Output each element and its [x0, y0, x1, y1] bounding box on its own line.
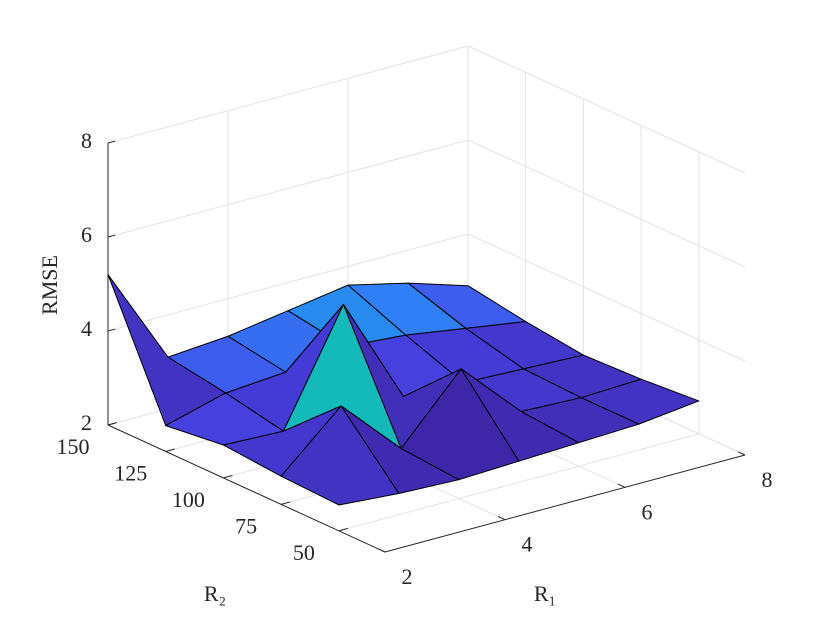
y-tick [165, 448, 175, 452]
x-tick-label: 2 [402, 564, 413, 589]
y-tick-label: 150 [57, 434, 90, 459]
x-axis [384, 454, 746, 553]
y-tick [338, 527, 348, 532]
grid-line [467, 45, 746, 174]
z-tick-label: 6 [81, 222, 92, 247]
x-tick-label: 4 [522, 532, 533, 557]
grid-line [107, 45, 469, 144]
y-tick-label: 50 [293, 540, 315, 565]
z-tick-label: 4 [81, 316, 92, 341]
y-tick-label: 100 [172, 487, 205, 512]
z-tick [107, 234, 116, 238]
y-axis-label: R₂ [204, 581, 226, 606]
z-axis-label: RMSE [37, 255, 62, 315]
x-tick-label: 8 [762, 467, 773, 492]
grid-line [338, 433, 699, 532]
z-tick [107, 328, 116, 332]
y-tick [280, 501, 291, 505]
grid-line [467, 139, 746, 268]
surface-facet [280, 405, 400, 506]
z-tick-label: 2 [81, 410, 92, 435]
x-tick-label: 6 [642, 499, 653, 524]
x-tick [617, 483, 626, 488]
z-tick [107, 140, 116, 144]
y-tick [223, 475, 233, 479]
x-tick [737, 451, 746, 456]
y-tick-label: 125 [114, 461, 147, 486]
x-axis-label: R₁ [534, 581, 556, 606]
grid-line [107, 139, 469, 238]
z-tick [107, 422, 116, 426]
z-tick-label: 8 [81, 128, 92, 153]
y-tick-label: 75 [235, 513, 257, 538]
x-tick [497, 516, 506, 521]
x-tick [377, 548, 386, 553]
grid-line [467, 233, 746, 362]
grid-line [107, 233, 469, 332]
